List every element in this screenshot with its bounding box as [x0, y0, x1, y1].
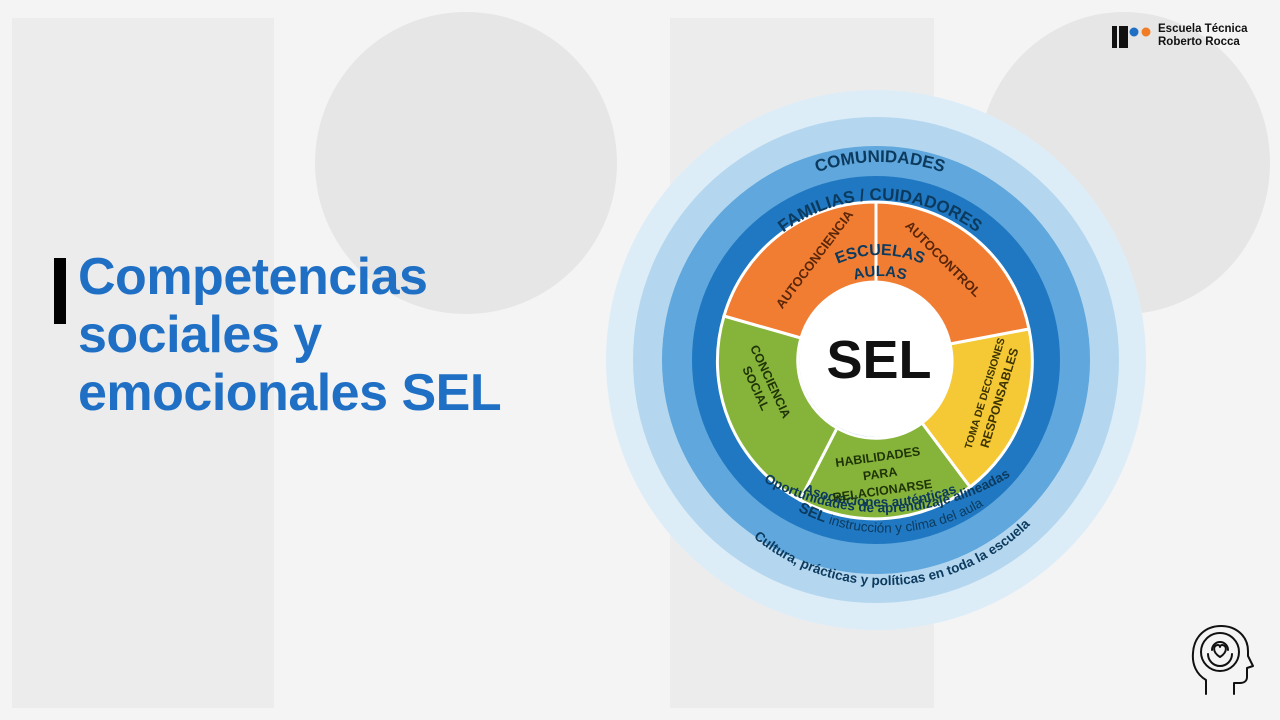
center-circle	[799, 283, 953, 437]
title-line-2: sociales y	[78, 306, 322, 364]
title-line-3: emocionales SEL	[78, 364, 502, 422]
logo-line-2: Roberto Rocca	[1158, 36, 1240, 48]
slide-title: Competencias sociales y emocionales SEL	[78, 248, 598, 422]
school-logo: Escuela Técnica Roberto Rocca	[1112, 22, 1262, 52]
logo-line-1: Escuela Técnica	[1158, 23, 1248, 35]
title-accent-bar	[54, 258, 66, 324]
segment-autoconciencia	[722, 200, 878, 340]
segment-habilidades	[797, 420, 973, 521]
ring-label-aulas: AULAS	[851, 263, 908, 284]
background-circle-left	[315, 12, 617, 314]
logo-text: Escuela Técnica Roberto Rocca	[1158, 23, 1268, 49]
center-label: SEL	[826, 330, 931, 390]
title-line-1: Competencias	[78, 248, 428, 306]
segment-conciencia-social	[715, 314, 839, 503]
label-habilidades-2: PARA	[862, 465, 898, 484]
sel-framework-diagram: SEL COMUNIDADES FAMILIAS / CUIDADORES ES…	[606, 90, 1146, 630]
head-heart-icon	[1191, 625, 1254, 695]
logo-mark-icon	[1112, 26, 1151, 48]
background-panel-left	[12, 18, 274, 708]
